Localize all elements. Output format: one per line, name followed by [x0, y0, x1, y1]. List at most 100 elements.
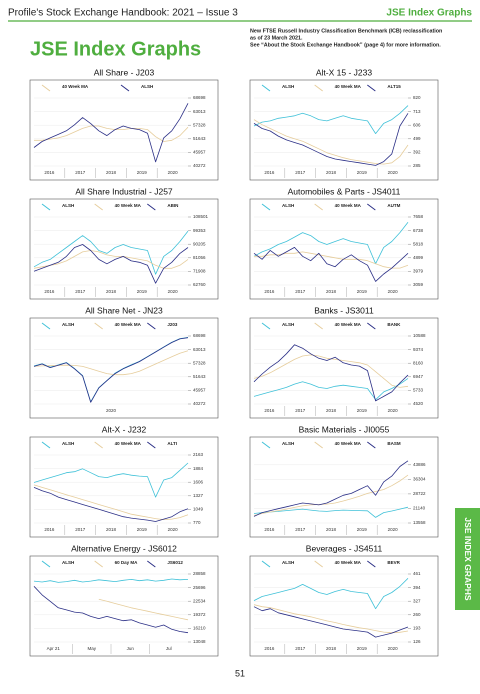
legend-swatch	[94, 560, 103, 568]
series-line	[253, 222, 409, 265]
series-line	[253, 578, 409, 610]
y-tick-label: 21140	[413, 506, 426, 511]
y-tick-label: 5818	[413, 241, 424, 246]
x-tick-label: May	[87, 646, 96, 651]
y-tick-label: 25696	[193, 585, 206, 590]
series-line	[253, 105, 409, 134]
side-tab-label: JSE INDEX GRAPHS	[463, 517, 473, 600]
y-tick-label: 820	[413, 95, 421, 100]
legend-swatch	[314, 322, 323, 330]
y-tick-label: 81056	[193, 255, 206, 260]
legend-swatch	[367, 322, 376, 330]
x-tick-label: 2017	[295, 170, 306, 175]
y-tick-label: 57328	[193, 122, 206, 127]
legend-label: J203	[167, 322, 178, 327]
series-line	[98, 598, 189, 621]
legend-label: 40 Week MA	[115, 441, 142, 446]
chart-title: Alt-X - J232	[102, 424, 147, 434]
x-tick-label: 2020	[168, 289, 179, 294]
y-tick-label: 40272	[193, 163, 206, 168]
x-tick-label: 2018	[326, 646, 337, 651]
legend-label: ALSH	[282, 322, 294, 327]
x-tick-label: 2016	[44, 527, 55, 532]
page-number: 51	[235, 668, 245, 678]
legend-swatch	[367, 203, 376, 211]
x-tick-label: 2018	[326, 408, 337, 413]
y-tick-label: 51643	[193, 136, 206, 141]
legend-swatch	[261, 441, 271, 449]
legend-label: ALSH	[141, 84, 153, 89]
y-tick-label: 7658	[413, 214, 424, 219]
chart-title: All Share Industrial - J257	[75, 186, 173, 196]
legend-label: ALSH	[62, 322, 74, 327]
page-title: JSE Index Graphs	[30, 38, 201, 60]
legend-label: ALSH	[62, 441, 74, 446]
x-tick-label: 2019	[137, 289, 148, 294]
legend-label: 40 Week MA	[62, 84, 89, 89]
y-tick-label: 63013	[193, 347, 206, 352]
legend-label: ALT15	[387, 84, 401, 89]
y-tick-label: 394	[413, 585, 421, 590]
chart-frame	[249, 317, 439, 419]
chart-title: Alternative Energy - JS6012	[71, 543, 177, 553]
y-tick-label: 3059	[413, 282, 424, 287]
series-line	[33, 586, 189, 634]
series-line	[33, 487, 189, 522]
y-tick-label: 99353	[193, 228, 206, 233]
y-tick-label: 606	[413, 122, 421, 127]
legend-label: 40 Week MA	[335, 441, 362, 446]
x-tick-label: 2016	[264, 527, 275, 532]
chart-frame	[29, 198, 219, 300]
series-line	[33, 103, 189, 163]
legend-swatch	[120, 84, 130, 92]
x-tick-label: 2018	[106, 289, 117, 294]
legend-swatch	[261, 560, 271, 568]
series-line	[253, 506, 409, 518]
series-line	[253, 460, 409, 517]
chart-frame	[249, 198, 439, 300]
x-tick-label: 2020	[106, 408, 117, 413]
y-tick-label: 285	[413, 163, 421, 168]
y-tick-label: 36304	[413, 477, 426, 482]
y-tick-label: 68698	[193, 333, 206, 338]
y-tick-label: 40272	[193, 401, 206, 406]
y-tick-label: 392	[413, 150, 421, 155]
y-tick-label: 43886	[413, 462, 426, 467]
x-tick-label: 2020	[388, 170, 399, 175]
y-tick-label: 327	[413, 598, 421, 603]
legend-swatch	[147, 441, 156, 449]
legend-label: 40 Week MA	[335, 560, 362, 565]
legend-label: ALTI	[167, 441, 177, 446]
legend-label: 40 Week MA	[115, 203, 142, 208]
y-tick-label: 57328	[193, 360, 206, 365]
note-line: as of 23 March 2021.	[250, 35, 303, 41]
series-line	[253, 247, 409, 282]
legend-swatch	[94, 203, 103, 211]
x-tick-label: 2019	[137, 170, 148, 175]
legend-swatch	[314, 560, 323, 568]
legend-swatch	[41, 84, 51, 92]
y-tick-label: 28722	[413, 491, 426, 496]
legend-label: 60 Day MA	[115, 560, 139, 565]
x-tick-label: 2019	[357, 408, 368, 413]
legend-label: BEVR	[387, 560, 400, 565]
legend-label: ALSH	[282, 560, 294, 565]
header-title: Profile's Stock Exchange Handbook: 2021 …	[8, 8, 238, 19]
series-line	[253, 606, 409, 638]
x-tick-label: 2020	[168, 170, 179, 175]
x-tick-label: 2019	[357, 527, 368, 532]
series-line	[253, 378, 409, 401]
x-tick-label: Jun	[127, 646, 135, 651]
legend-swatch	[314, 203, 323, 211]
x-tick-label: 2017	[75, 289, 86, 294]
x-tick-label: 2016	[264, 646, 275, 651]
chart-title: Banks - JS3011	[314, 305, 374, 315]
series-line	[253, 344, 409, 402]
legend-label: ALSH	[282, 441, 294, 446]
chart-frame	[29, 79, 219, 181]
series-line	[253, 474, 409, 516]
chart-title: All Share - J203	[94, 67, 155, 77]
legend-label: ALSH	[62, 203, 74, 208]
x-tick-label: Jul	[166, 646, 172, 651]
series-line	[254, 251, 409, 269]
